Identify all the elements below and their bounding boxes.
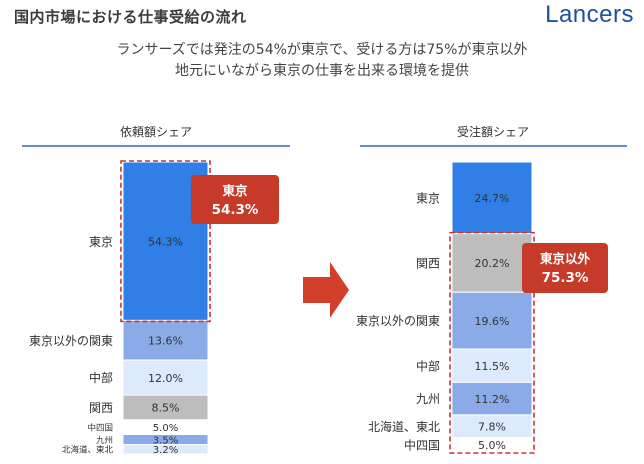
receive-value-label: 7.8% bbox=[478, 420, 506, 433]
order-value-label: 54.3% bbox=[148, 235, 183, 248]
receive-callout-box bbox=[522, 243, 608, 293]
order-value-label: 3.2% bbox=[153, 445, 178, 456]
order-value-label: 13.6% bbox=[148, 334, 183, 347]
order-callout-box bbox=[191, 175, 279, 224]
receive-highlight-outline bbox=[449, 231, 535, 454]
receive-value-label: 20.2% bbox=[475, 257, 510, 270]
subtitle-line-1: ランサーズでは発注の54%が東京で、受ける方は75%が東京以外 bbox=[116, 42, 528, 58]
receive-bar-segment bbox=[451, 381, 533, 416]
order-callout-title: 東京 bbox=[222, 183, 248, 198]
receive-category-label: 東京 bbox=[416, 191, 440, 205]
slide-title: 国内市場における仕事受給の流れ bbox=[14, 8, 247, 26]
order-category-label: 東京以外の関東 bbox=[29, 334, 113, 348]
receive-callout-title: 東京以外 bbox=[540, 251, 591, 266]
receive-callout-value: 75.3% bbox=[542, 270, 589, 286]
receive-bar-segment bbox=[451, 348, 533, 383]
order-category-label: 九州 bbox=[96, 436, 113, 446]
receive-value-label: 19.6% bbox=[475, 315, 510, 328]
subtitle: ランサーズでは発注の54%が東京で、受ける方は75%が東京以外 地元にいながら東… bbox=[0, 40, 644, 82]
receive-value-label: 5.0% bbox=[478, 439, 506, 452]
order-highlight-outline bbox=[120, 160, 211, 323]
brand-logo: Lancers bbox=[545, 1, 634, 28]
receive-bar-segment bbox=[451, 233, 533, 293]
flow-arrow-icon bbox=[303, 262, 349, 318]
order-value-label: 12.0% bbox=[148, 372, 183, 385]
order-value-label: 3.5% bbox=[153, 435, 178, 446]
subtitle-line-2: 地元にいながら東京の仕事を出来る環境を提供 bbox=[175, 63, 469, 79]
receive-category-label: 中四国 bbox=[404, 437, 440, 452]
receive-value-label: 24.7% bbox=[475, 192, 510, 205]
receive-category-label: 北海道、東北 bbox=[368, 419, 440, 434]
order-category-label: 関西 bbox=[89, 401, 113, 415]
receive-share-chart: 受注額シェア 24.7% 東京 20.2% 関西 19.6% 東京以外の関東 11.5% 中部 1… bbox=[356, 124, 627, 454]
order-category-label: 中四国 bbox=[87, 422, 113, 433]
receive-category-label: 九州 bbox=[416, 392, 440, 406]
receive-bar-segment bbox=[451, 291, 533, 350]
receive-value-label: 11.5% bbox=[475, 360, 510, 373]
order-value-label: 5.0% bbox=[153, 423, 178, 434]
order-callout-value: 54.3% bbox=[212, 202, 259, 218]
receive-bar-segment bbox=[451, 437, 533, 453]
order-share-chart: 依頼額シェア 54.3% 東京 13.6% 東京以外の関東 12.0% 中部 8.5% 関西 5.… bbox=[22, 124, 290, 456]
order-bar-segment bbox=[122, 444, 209, 455]
receive-category-label: 中部 bbox=[416, 358, 440, 373]
order-chart-title: 依頼額シェア bbox=[120, 124, 192, 139]
order-value-label: 8.5% bbox=[152, 402, 180, 415]
receive-value-label: 11.2% bbox=[475, 393, 510, 406]
receive-chart-title: 受注額シェア bbox=[457, 124, 529, 139]
order-category-label: 北海道、東北 bbox=[62, 445, 114, 456]
receive-category-label: 東京以外の関東 bbox=[356, 314, 440, 328]
order-category-label: 東京 bbox=[89, 235, 113, 249]
order-category-label: 中部 bbox=[89, 370, 113, 385]
receive-category-label: 関西 bbox=[416, 256, 440, 270]
